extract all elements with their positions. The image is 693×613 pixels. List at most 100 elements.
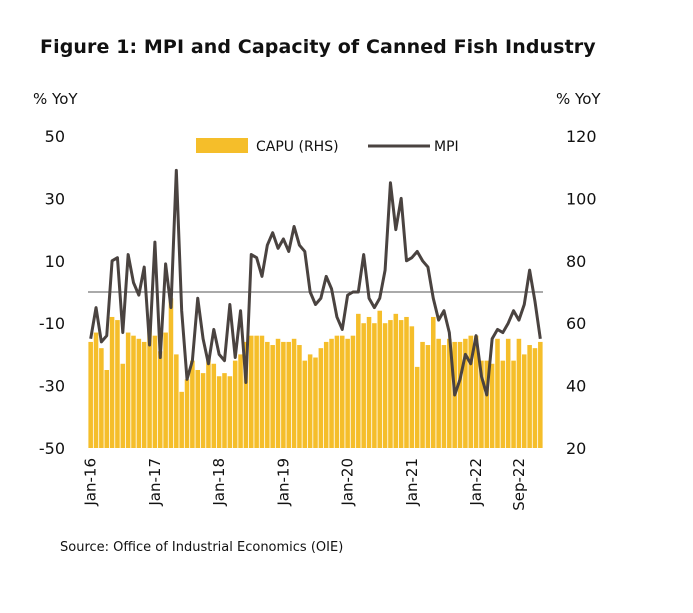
left-tick-label: -10 [39,314,65,333]
capu-bar [222,373,227,448]
capu-bar [286,341,292,448]
capu-bar [500,360,506,448]
capu-bar [484,360,490,448]
capu-bar [323,341,329,448]
capu-bar [505,338,511,448]
capu-bar [141,341,147,448]
capu-bar [393,313,399,448]
capu-bar [109,316,115,448]
capu-bar [463,338,468,448]
legend: CAPU (RHS) MPI [196,138,459,155]
capu-bar [179,391,184,448]
capu-bar [152,335,158,448]
left-tick-label: 50 [45,127,65,146]
capu-bar [243,341,249,448]
capu-bar [372,323,377,448]
capu-bar [366,316,372,448]
capu-bar [227,376,233,448]
capu-bar [275,338,281,448]
capu-bar [409,326,415,448]
x-tick-label: Jan-17 [146,458,164,507]
capu-bar [489,363,495,448]
capu-bar [350,335,356,448]
x-tick-label: Jan-16 [82,458,100,507]
capu-bar [147,320,152,448]
left-tick-label: 30 [45,189,65,208]
capu-bar [174,354,179,448]
capu-bar [195,370,201,448]
x-tick-label: Jan-18 [210,458,228,507]
capu-bar [420,341,425,448]
capu-bar [516,338,522,448]
capu-bar [99,348,104,448]
capu-bar [479,360,484,448]
capu-bar [184,379,190,448]
capu-bar [281,341,286,448]
capu-bar [473,335,479,448]
capu-bar [270,345,275,448]
x-tick-label: Jan-22 [467,458,485,507]
left-tick-label: -50 [39,439,65,458]
capu-bar [302,360,308,448]
capu-bar [521,354,527,448]
x-axis-ticks: Jan-16 Jan-17 Jan-18 Jan-19 Jan-20 Jan-21 Jan-… [82,458,528,511]
capu-bar [318,348,324,448]
right-tick-label: 100 [566,189,597,208]
right-tick-label: 80 [566,252,586,271]
left-axis-unit: % YoY [33,90,78,108]
capu-bar [345,338,350,448]
legend-capu-label: CAPU (RHS) [256,139,339,155]
capu-bar [430,316,436,448]
capu-bar [495,338,500,448]
right-tick-label: 120 [566,127,597,146]
capu-bar [377,310,383,448]
capu-bar [232,360,238,448]
capu-bar [404,316,409,448]
capu-bar [115,320,120,448]
capu-bar [291,338,297,448]
capu-bar [216,376,222,448]
capu-bar [457,341,463,448]
capu-bar [104,370,110,448]
capu-bar [538,341,543,448]
capu-bar [168,298,174,448]
capu-bar [361,323,366,448]
capu-bar [334,335,340,448]
left-axis-ticks: 50 30 10 -10 -30 -50 [39,127,65,458]
capu-bar [125,332,131,448]
left-tick-label: -30 [39,377,65,396]
capu-bar [356,313,361,448]
x-tick-label: Jan-21 [403,458,421,507]
capu-bar [447,338,452,448]
legend-mpi-label: MPI [434,139,459,155]
capu-bar [441,345,447,448]
chart-title: Figure 1: MPI and Capacity of Canned Fis… [40,36,596,58]
source-note: Source: Office of Industrial Economics (… [60,540,344,555]
capu-bar [382,323,388,448]
capu-bar [131,335,136,448]
right-axis-ticks: 120 100 80 60 40 20 [566,127,597,458]
capu-bar [136,338,142,448]
capu-bar [157,351,163,448]
capu-bar [527,345,532,448]
capu-bar [339,335,345,448]
capu-bar [88,341,93,448]
capu-bar [265,341,270,448]
capu-bar [211,363,217,448]
x-tick-label: Jan-20 [339,458,357,507]
capu-bar [259,335,265,448]
capu-bar [297,345,302,448]
right-tick-label: 40 [566,377,586,396]
capu-bar [468,335,474,448]
legend-capu-swatch [196,138,248,153]
capu-bar [329,338,334,448]
capu-bar [425,345,431,448]
capu-bar [248,335,254,448]
capu-bar [206,357,211,448]
capu-bar [200,373,206,448]
capu-bar [414,366,420,448]
capu-bar [388,320,393,448]
capu-bar [532,348,538,448]
capu-bar [511,360,516,448]
capu-bar [254,335,259,448]
